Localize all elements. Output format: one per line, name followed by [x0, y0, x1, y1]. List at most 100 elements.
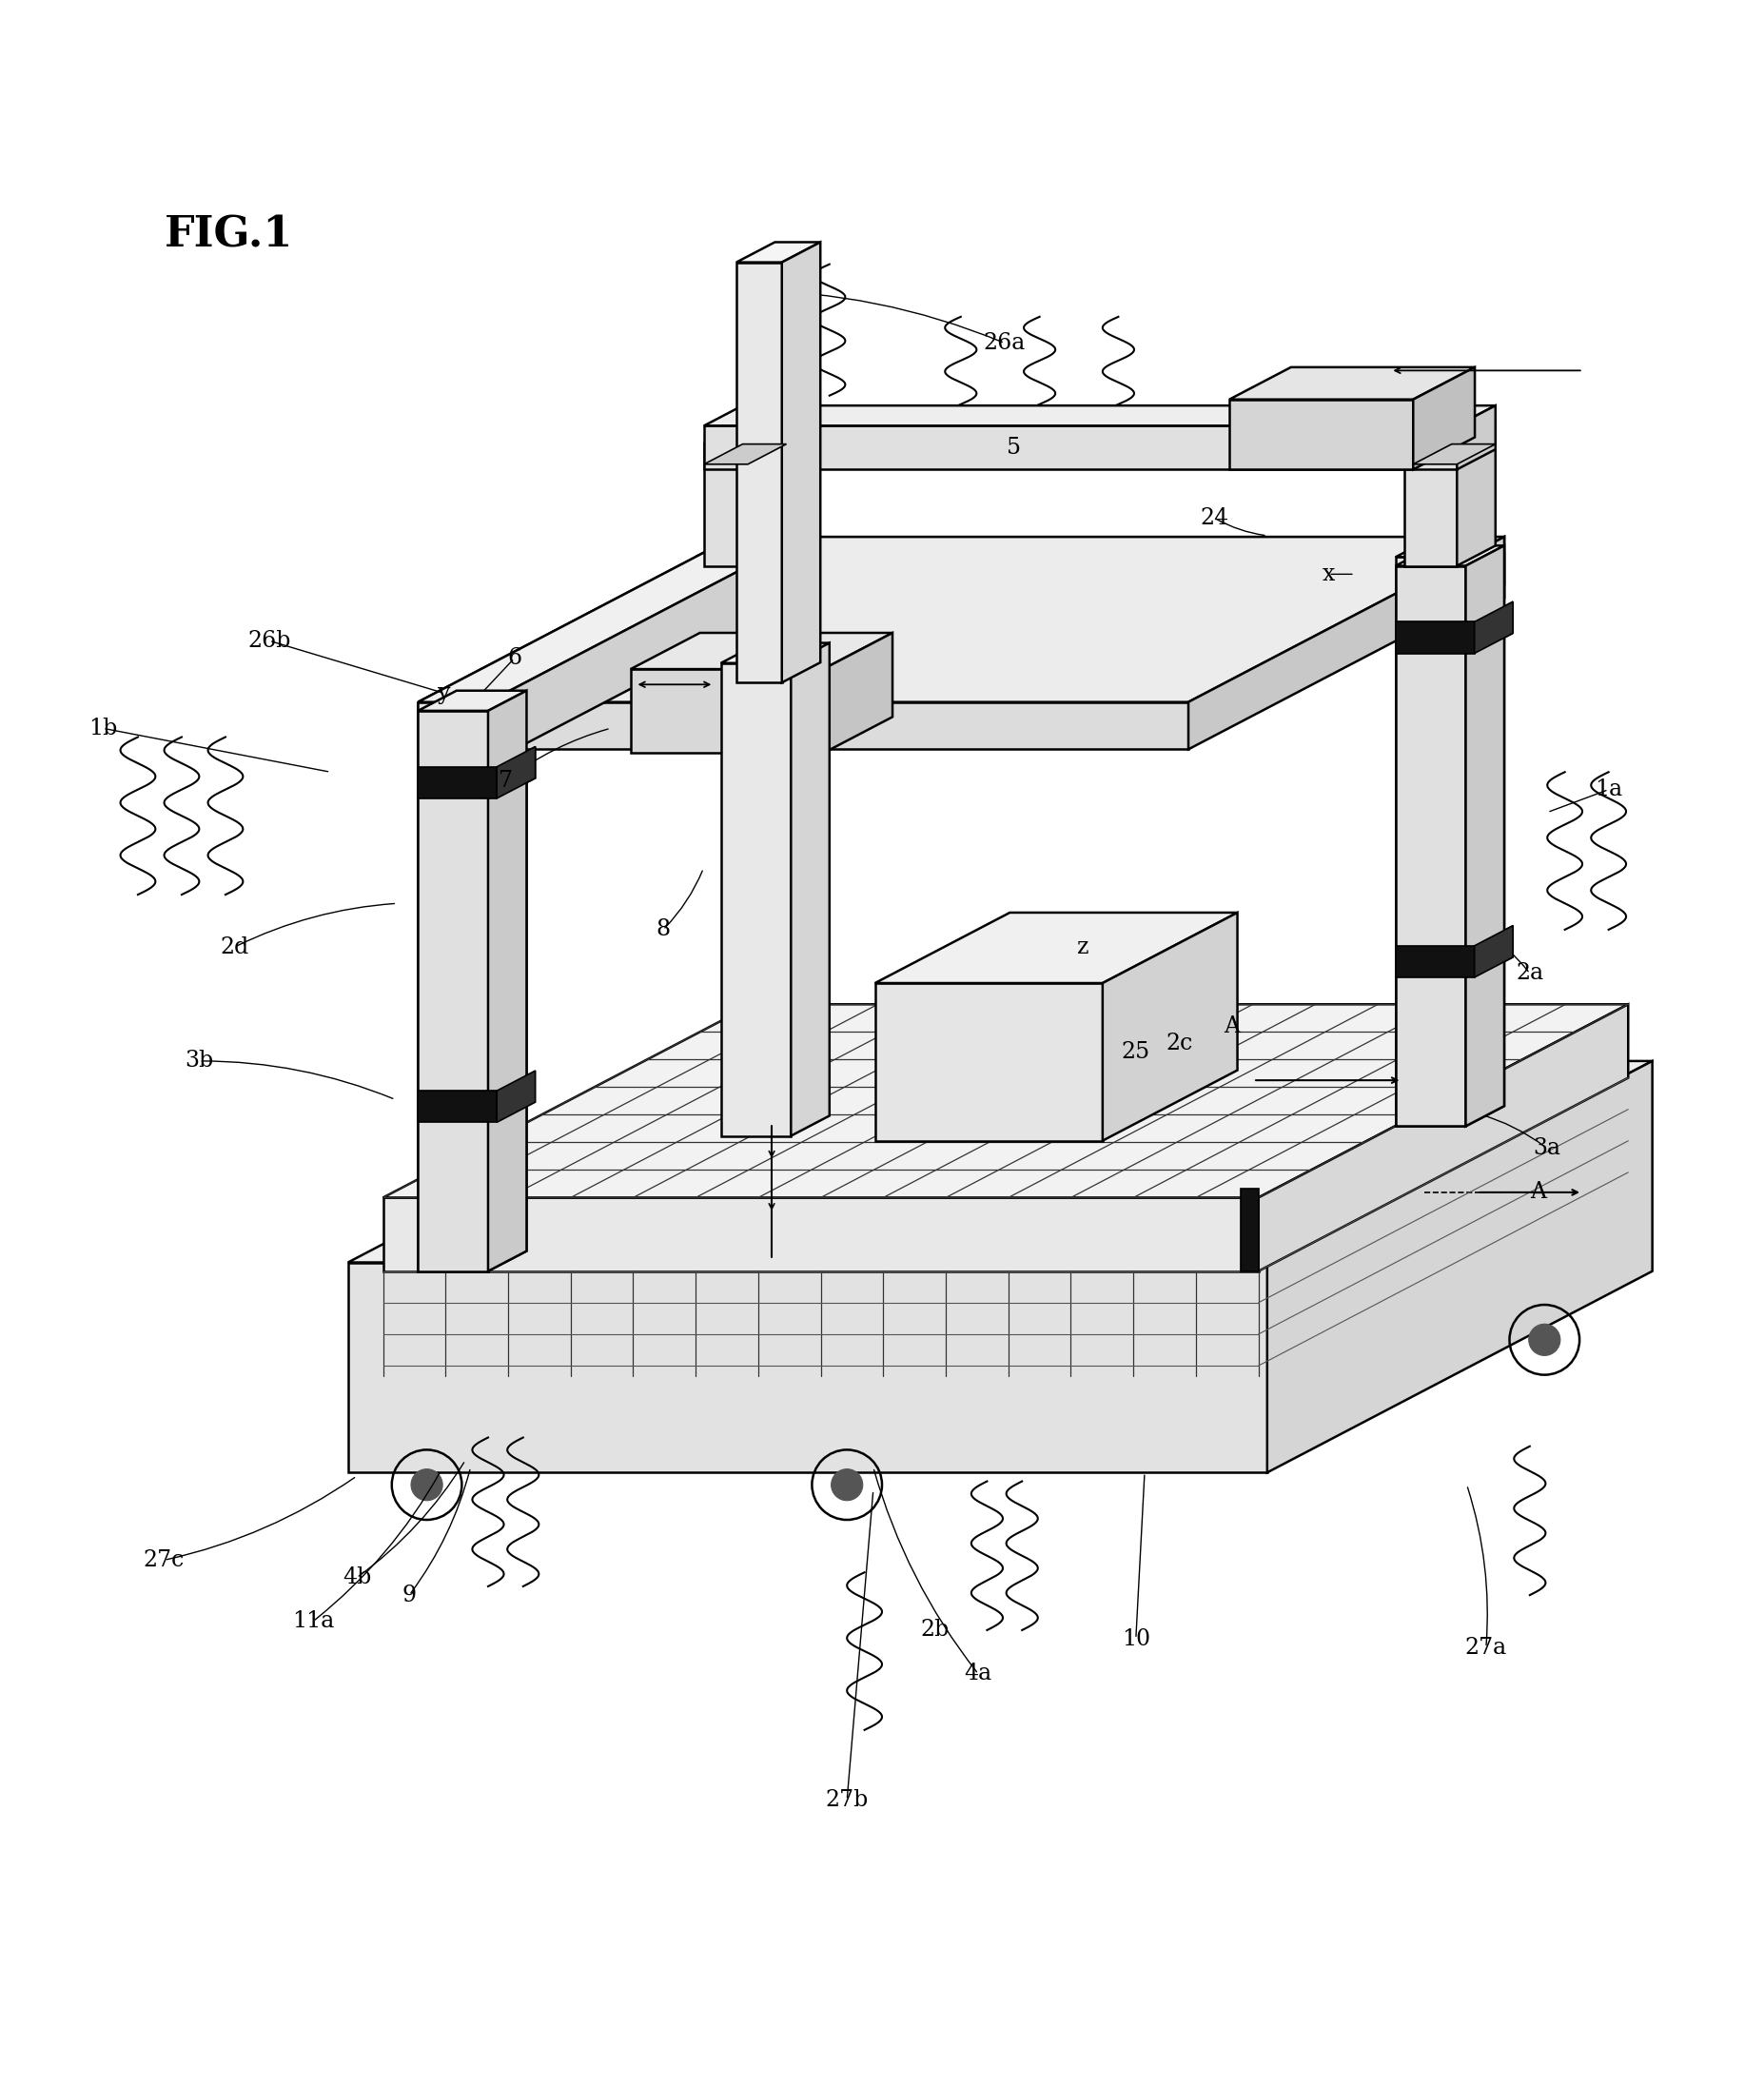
Text: 25: 25: [1122, 1041, 1150, 1062]
Polygon shape: [418, 536, 1505, 701]
Polygon shape: [418, 701, 489, 764]
Polygon shape: [781, 242, 820, 682]
Polygon shape: [1395, 536, 1505, 557]
Text: 2b: 2b: [921, 1620, 949, 1640]
Polygon shape: [418, 699, 527, 720]
Polygon shape: [1230, 367, 1475, 399]
Polygon shape: [1404, 442, 1457, 566]
Polygon shape: [383, 1004, 1628, 1198]
Text: 6: 6: [506, 647, 522, 670]
Polygon shape: [1475, 601, 1514, 653]
Polygon shape: [824, 632, 893, 753]
Polygon shape: [1395, 557, 1466, 618]
Polygon shape: [418, 691, 527, 712]
Polygon shape: [1404, 424, 1496, 442]
Text: 7: 7: [499, 770, 513, 791]
Polygon shape: [1395, 555, 1505, 574]
Polygon shape: [418, 536, 804, 701]
Polygon shape: [1413, 445, 1496, 463]
Text: 1b: 1b: [88, 718, 116, 739]
Text: 4a: 4a: [965, 1663, 991, 1684]
Text: 26b: 26b: [247, 630, 291, 651]
Polygon shape: [695, 557, 1466, 618]
Polygon shape: [418, 1092, 497, 1123]
Polygon shape: [704, 424, 796, 442]
Polygon shape: [418, 720, 489, 1271]
Text: 27a: 27a: [1466, 1636, 1506, 1659]
Polygon shape: [695, 536, 1505, 557]
Text: 8: 8: [656, 918, 670, 941]
Polygon shape: [1475, 601, 1514, 653]
Polygon shape: [1189, 536, 1505, 749]
Polygon shape: [489, 536, 804, 764]
Polygon shape: [383, 1198, 1258, 1271]
Polygon shape: [1395, 574, 1466, 1127]
Polygon shape: [348, 1060, 1653, 1263]
Text: x: x: [1323, 563, 1335, 584]
Polygon shape: [1230, 399, 1413, 470]
Polygon shape: [1258, 1004, 1628, 1271]
Text: 27c: 27c: [143, 1549, 185, 1572]
Polygon shape: [1475, 927, 1514, 977]
Polygon shape: [497, 1071, 534, 1123]
Polygon shape: [418, 766, 497, 799]
Text: 9: 9: [402, 1584, 416, 1607]
Polygon shape: [757, 424, 796, 566]
Circle shape: [1529, 1323, 1559, 1357]
Polygon shape: [1457, 405, 1496, 470]
Text: 2a: 2a: [1515, 962, 1544, 985]
Text: 3b: 3b: [185, 1050, 213, 1073]
Polygon shape: [1395, 566, 1466, 1127]
Text: 26a: 26a: [984, 332, 1025, 355]
Polygon shape: [418, 766, 497, 799]
Polygon shape: [630, 632, 893, 670]
Polygon shape: [721, 664, 790, 1135]
Polygon shape: [1475, 927, 1514, 977]
Polygon shape: [790, 643, 829, 1135]
Text: A: A: [1531, 1181, 1547, 1204]
Polygon shape: [1457, 424, 1496, 566]
Polygon shape: [1466, 545, 1505, 1127]
Text: y: y: [437, 682, 452, 703]
Polygon shape: [1395, 622, 1475, 653]
Text: 11a: 11a: [293, 1611, 333, 1632]
Polygon shape: [1466, 536, 1505, 618]
Polygon shape: [875, 983, 1102, 1142]
Polygon shape: [418, 712, 489, 1271]
Polygon shape: [497, 747, 534, 799]
Polygon shape: [721, 643, 829, 664]
Text: A: A: [1224, 1014, 1240, 1037]
Text: 1a: 1a: [1595, 778, 1623, 801]
Text: 5: 5: [1005, 436, 1020, 459]
Circle shape: [831, 1469, 863, 1501]
Polygon shape: [1102, 912, 1237, 1142]
Polygon shape: [704, 445, 787, 463]
Polygon shape: [1395, 945, 1475, 977]
Polygon shape: [348, 1263, 1267, 1473]
Polygon shape: [630, 670, 824, 753]
Polygon shape: [1395, 945, 1475, 977]
Polygon shape: [1413, 367, 1475, 470]
Polygon shape: [736, 242, 820, 263]
Polygon shape: [418, 1092, 497, 1123]
Polygon shape: [1240, 1190, 1258, 1271]
Polygon shape: [1466, 536, 1505, 618]
Text: FIG.1: FIG.1: [164, 215, 293, 255]
Text: 3a: 3a: [1533, 1137, 1561, 1160]
Polygon shape: [1267, 1060, 1653, 1473]
Polygon shape: [418, 701, 1189, 749]
Polygon shape: [489, 699, 527, 1271]
Polygon shape: [875, 912, 1237, 983]
Polygon shape: [704, 426, 1457, 470]
Text: 10: 10: [1122, 1628, 1150, 1651]
Polygon shape: [1466, 555, 1505, 1127]
Circle shape: [411, 1469, 443, 1501]
Text: 27b: 27b: [826, 1789, 868, 1812]
Text: 2d: 2d: [220, 937, 249, 958]
Polygon shape: [489, 691, 527, 1271]
Text: 4b: 4b: [342, 1567, 370, 1588]
Polygon shape: [1395, 622, 1475, 653]
Text: 2c: 2c: [1166, 1033, 1192, 1054]
Polygon shape: [736, 263, 781, 682]
Polygon shape: [704, 405, 1496, 426]
